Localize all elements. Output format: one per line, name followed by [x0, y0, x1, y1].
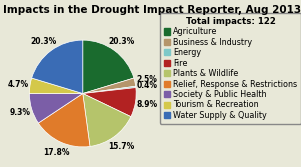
Text: 17.8%: 17.8% — [43, 148, 69, 157]
Text: 15.7%: 15.7% — [108, 142, 134, 151]
Wedge shape — [29, 94, 83, 123]
Wedge shape — [83, 78, 136, 94]
Text: 9.3%: 9.3% — [10, 108, 31, 117]
Text: 20.3%: 20.3% — [31, 37, 57, 46]
Text: 0.4%: 0.4% — [137, 81, 158, 90]
Wedge shape — [83, 88, 136, 117]
Text: 2.5%: 2.5% — [136, 75, 157, 84]
Wedge shape — [38, 94, 90, 147]
Text: Impacts in the Drought Impact Reporter, Aug 2013: Impacts in the Drought Impact Reporter, … — [3, 5, 301, 15]
Wedge shape — [83, 94, 131, 146]
Legend: Agriculture, Business & Industry, Energy, Fire, Plants & Wildlife, Relief, Respo: Agriculture, Business & Industry, Energy… — [160, 13, 301, 124]
Wedge shape — [32, 40, 83, 94]
Text: 20.3%: 20.3% — [108, 37, 135, 46]
Wedge shape — [29, 78, 83, 94]
Wedge shape — [83, 86, 136, 94]
Wedge shape — [83, 40, 134, 94]
Text: 8.9%: 8.9% — [136, 100, 157, 109]
Text: 4.7%: 4.7% — [8, 79, 29, 89]
